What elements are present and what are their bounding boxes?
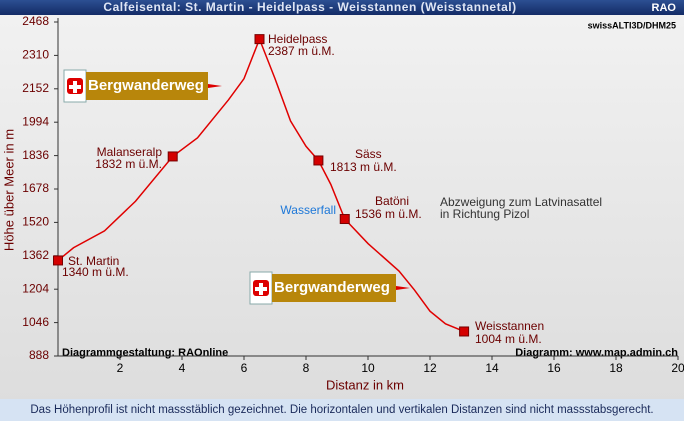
x-tick-label: 2 — [117, 361, 124, 375]
point-marker — [254, 34, 265, 45]
sign-arrow — [208, 84, 222, 88]
footer-bar — [0, 399, 684, 421]
y-tick-label: 2152 — [22, 81, 49, 95]
x-tick-label: 6 — [241, 361, 248, 375]
x-tick-label: 14 — [485, 361, 499, 375]
y-tick-label: 888 — [29, 348, 49, 362]
x-tick-label: 8 — [303, 361, 310, 375]
point-value-label: 1832 m ü.M. — [95, 157, 162, 171]
credit-left: Diagrammgestaltung: RAOnline — [62, 347, 228, 359]
point-marker — [53, 255, 63, 266]
point-marker — [167, 151, 178, 162]
point-value-label: 1813 m ü.M. — [330, 160, 397, 174]
point-value-label: 2387 m ü.M. — [268, 44, 335, 58]
point-name: St. Martin — [68, 254, 119, 268]
sign-text: Bergwanderweg — [88, 77, 204, 94]
y-tick-label: 1994 — [22, 114, 49, 128]
point-value-label: 1340 m ü.M. — [62, 265, 129, 279]
y-tick-label: 2468 — [22, 14, 49, 28]
point-marker — [339, 214, 350, 225]
y-tick-label: 1520 — [22, 215, 49, 229]
point-marker — [313, 155, 324, 166]
x-tick-label: 18 — [609, 361, 623, 375]
annotation: Abzweigung zum Latvinasattel — [440, 195, 602, 209]
point-name: Heidelpass — [268, 32, 327, 46]
annotation: in Richtung Pizol — [440, 207, 529, 221]
y-tick-label: 1362 — [22, 248, 49, 262]
hiking-sign: Bergwanderweg — [63, 69, 222, 103]
credit-right: Diagramm: www.map.admin.ch — [515, 347, 678, 359]
point-value-label: 1536 m ü.M. — [355, 207, 422, 221]
x-axis-title: Distanz in km — [326, 377, 404, 392]
hiking-sign: Bergwanderweg — [249, 271, 410, 305]
point-name: Malanseralp — [97, 145, 163, 159]
x-tick-label: 10 — [361, 361, 375, 375]
profile-line — [57, 37, 465, 333]
y-tick-label: 1046 — [22, 315, 49, 329]
x-tick-label: 4 — [179, 361, 186, 375]
title-bar — [0, 0, 684, 15]
x-tick-label: 20 — [671, 361, 684, 375]
sign-board — [86, 72, 208, 100]
point-name: Weisstannen — [475, 319, 544, 333]
point-marker — [459, 326, 470, 337]
chart-title: Calfeisental: St. Martin - Heidelpass - … — [103, 0, 516, 14]
sign-text: Bergwanderweg — [274, 279, 390, 296]
sign-arrow — [396, 286, 410, 290]
y-tick-label: 1678 — [22, 181, 49, 195]
annotation: Wasserfall — [280, 203, 336, 217]
footer-text: Das Höhenprofil ist nicht massstäblich g… — [30, 404, 653, 416]
y-axis-title: Höhe über Meer in m — [1, 129, 16, 251]
source-label: swissALTI3D/DHM25 — [588, 20, 676, 30]
swiss-cross — [255, 283, 267, 295]
y-tick-label: 1204 — [22, 281, 49, 295]
point-name: Batöni — [375, 194, 409, 208]
sign-board — [272, 274, 396, 302]
point-name: Säss — [355, 147, 382, 161]
y-tick-label: 2310 — [22, 48, 49, 62]
swiss-cross — [69, 81, 81, 93]
y-tick-label: 1836 — [22, 148, 49, 162]
point-value-label: 1004 m ü.M. — [475, 332, 542, 346]
corner-label: RAO — [652, 2, 677, 14]
x-tick-label: 12 — [423, 361, 437, 375]
x-tick-label: 16 — [547, 361, 561, 375]
